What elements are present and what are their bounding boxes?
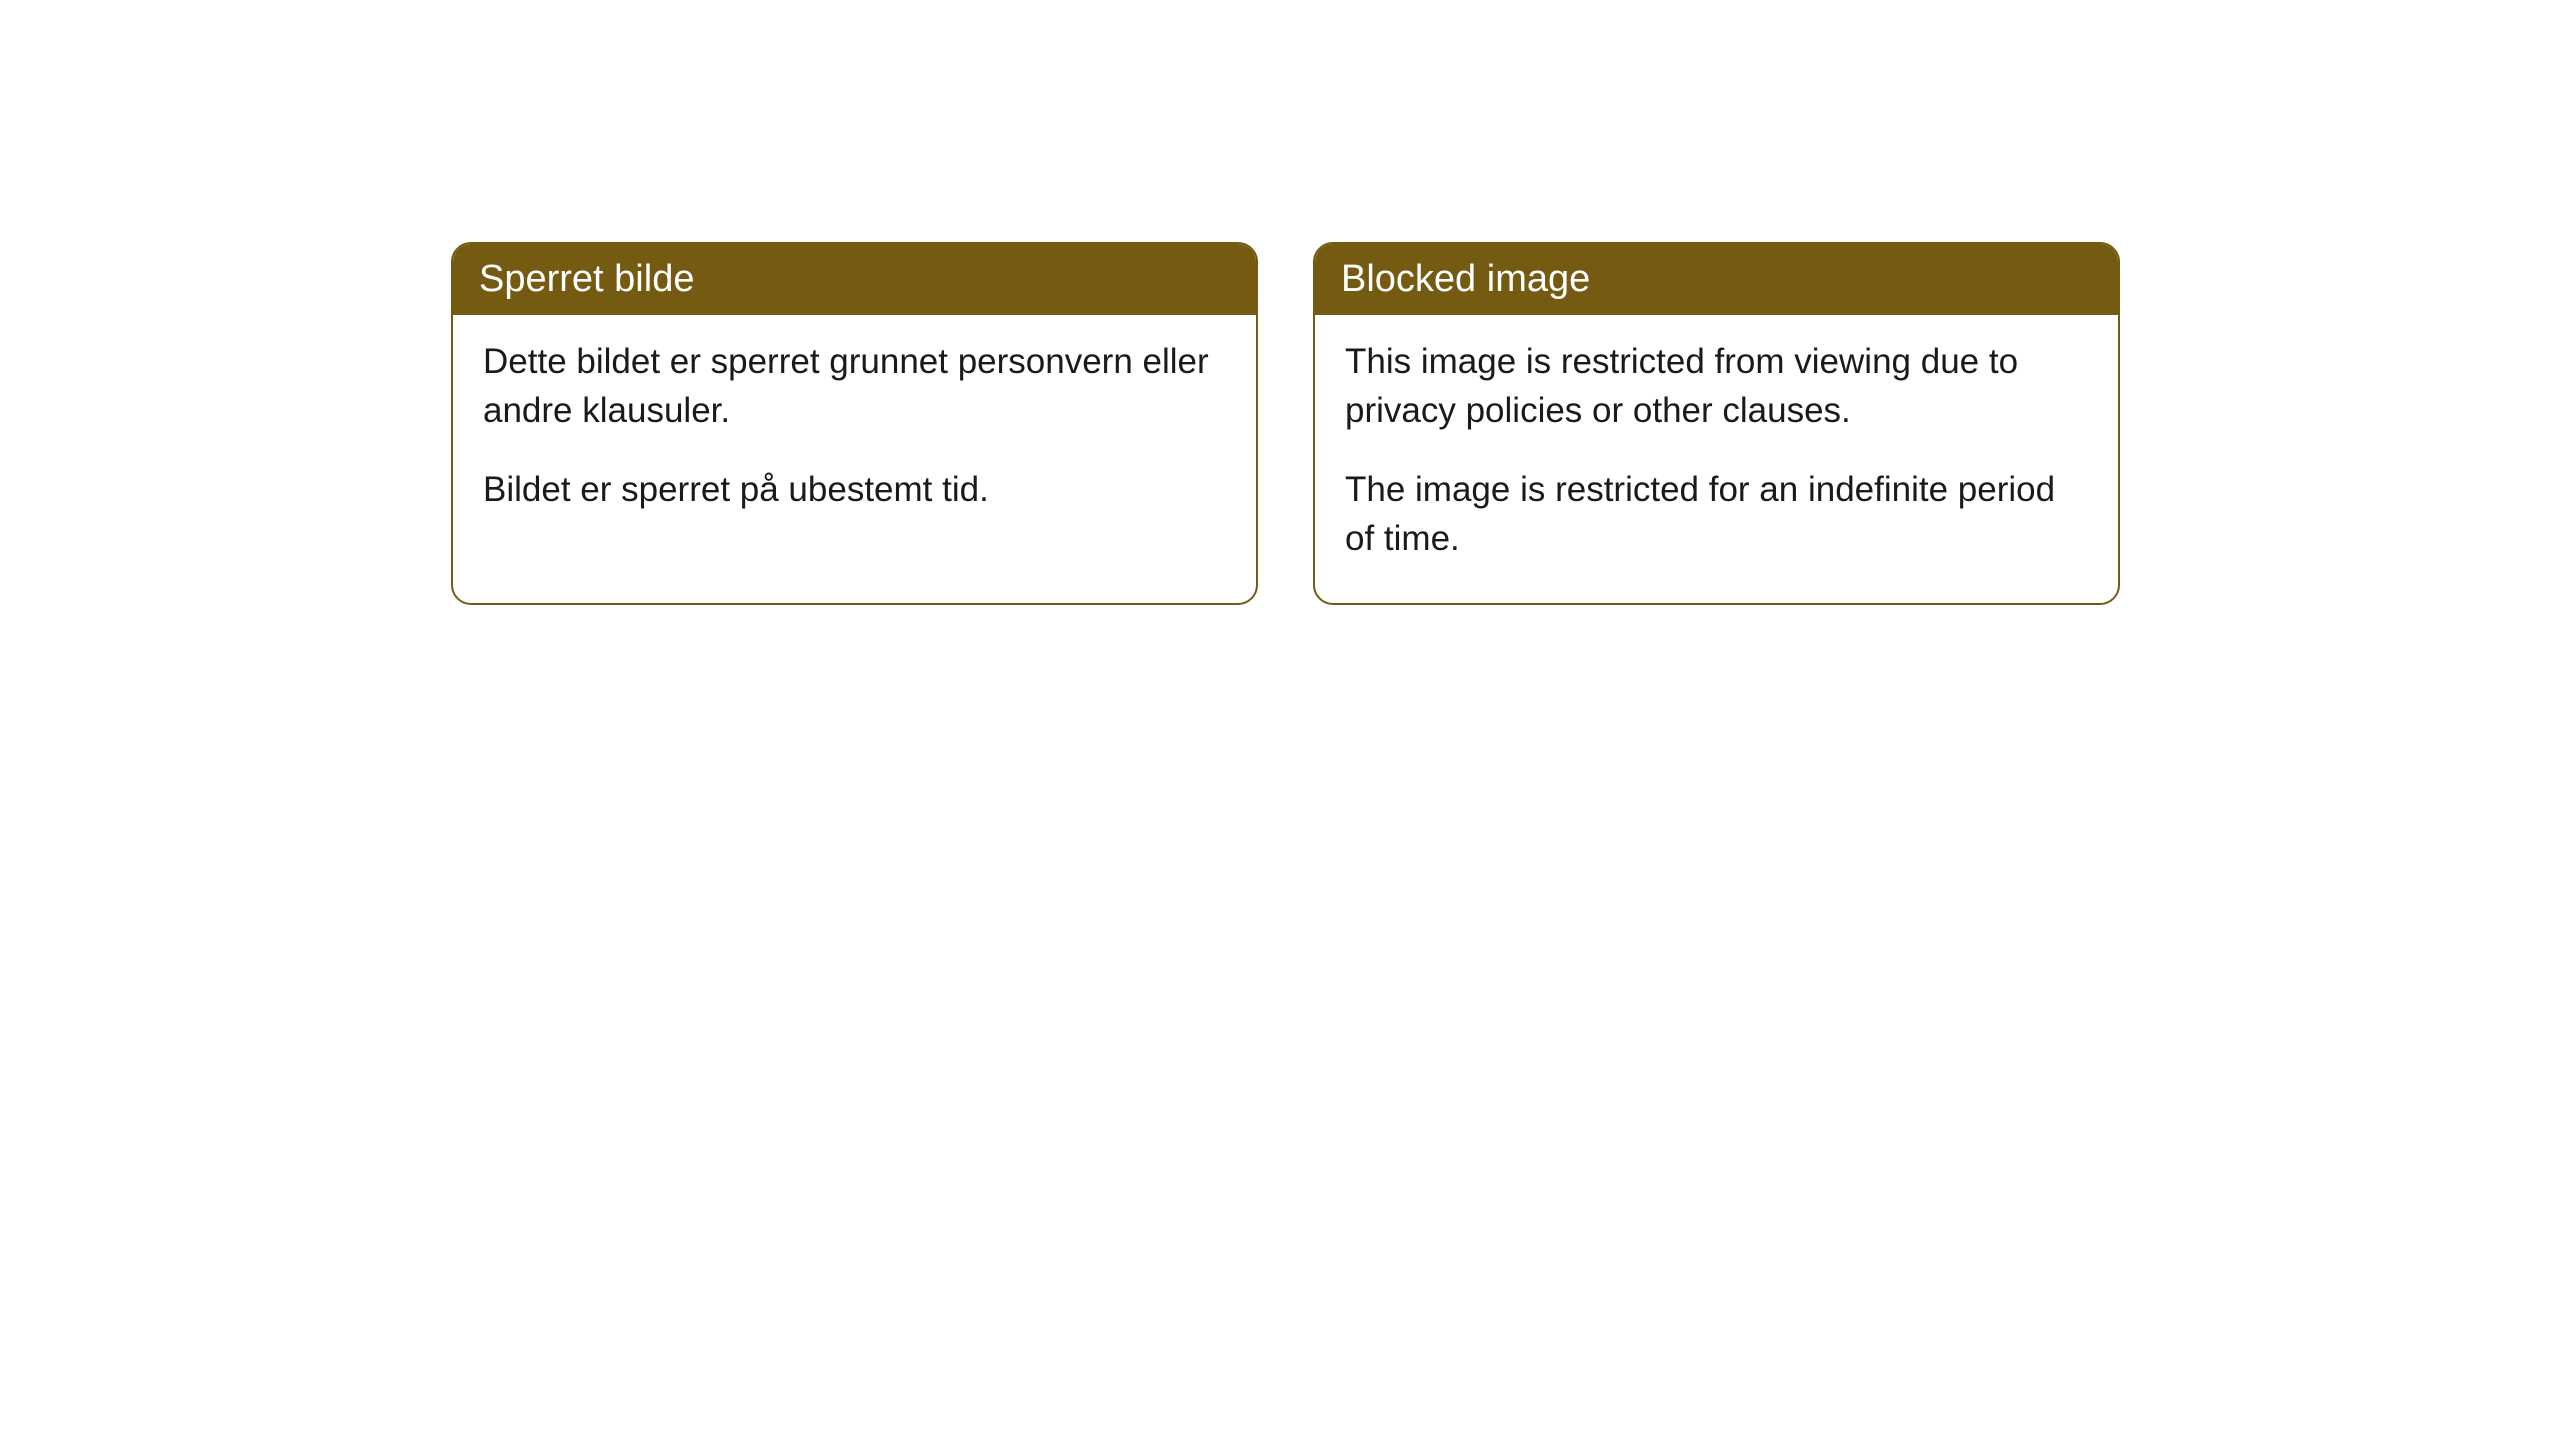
card-header-english: Blocked image [1315,244,2118,315]
cards-container: Sperret bilde Dette bildet er sperret gr… [451,242,2120,605]
card-english: Blocked image This image is restricted f… [1313,242,2120,605]
card-paragraph-1-english: This image is restricted from viewing du… [1345,337,2088,435]
card-body-norwegian: Dette bildet er sperret grunnet personve… [453,315,1256,554]
card-paragraph-2-english: The image is restricted for an indefinit… [1345,465,2088,563]
card-body-english: This image is restricted from viewing du… [1315,315,2118,603]
card-norwegian: Sperret bilde Dette bildet er sperret gr… [451,242,1258,605]
card-header-norwegian: Sperret bilde [453,244,1256,315]
card-paragraph-1-norwegian: Dette bildet er sperret grunnet personve… [483,337,1226,435]
card-paragraph-2-norwegian: Bildet er sperret på ubestemt tid. [483,465,1226,514]
